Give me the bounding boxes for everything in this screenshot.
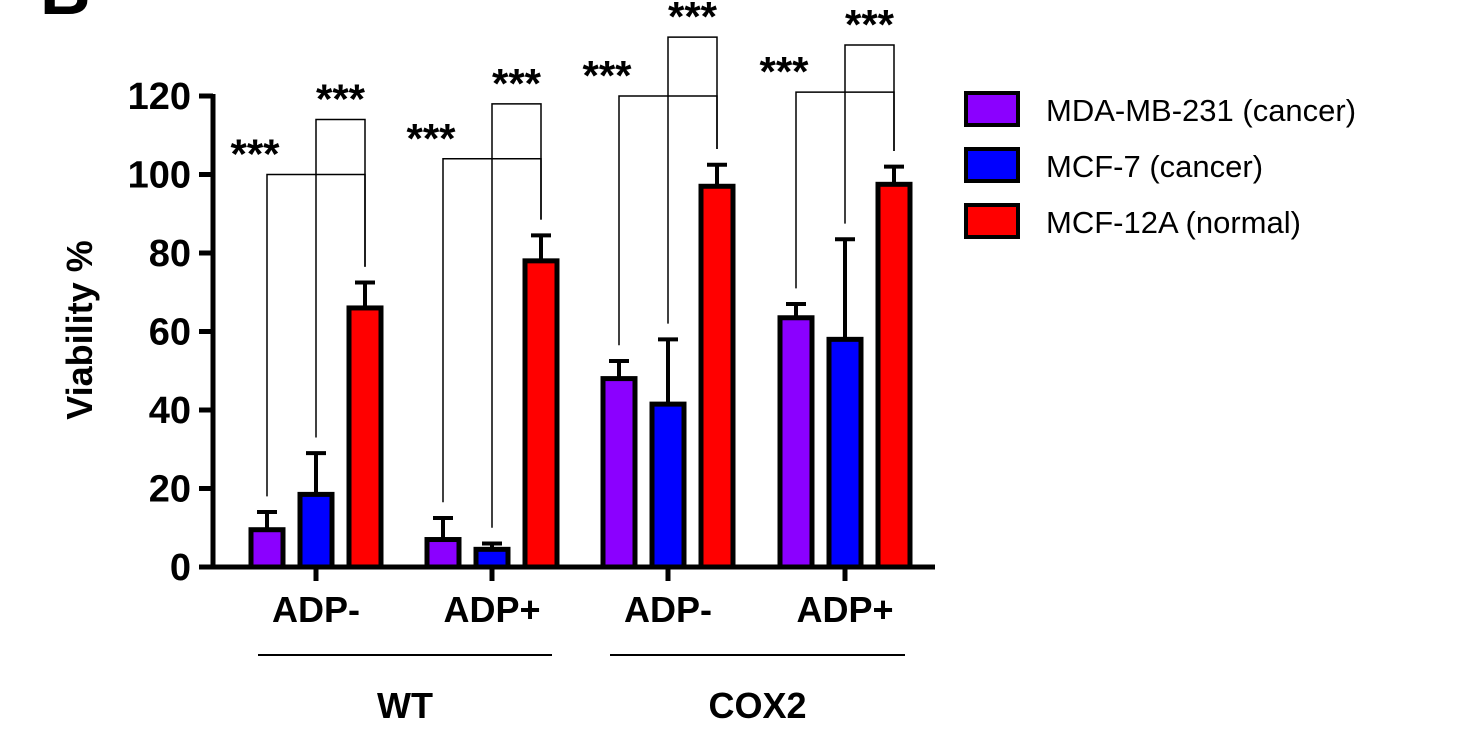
bar (649, 401, 687, 570)
panel-label: B (40, 0, 91, 29)
y-tick-label: 20 (149, 469, 191, 511)
bar (777, 315, 815, 570)
bar (826, 336, 864, 570)
x-tick-label: ADP- (624, 589, 712, 630)
significance-label: *** (492, 60, 542, 107)
y-tick-label: 80 (149, 233, 191, 275)
significance-label: *** (230, 131, 280, 178)
significance-label: *** (759, 48, 809, 95)
significance-bracket (844, 44, 895, 224)
bar (297, 491, 335, 570)
group-label: WT (377, 685, 433, 726)
legend-label: MDA-MB-231 (cancer) (1046, 93, 1356, 128)
bar (522, 258, 560, 570)
bar (473, 546, 511, 570)
bar (248, 527, 286, 570)
significance-bracket (315, 118, 366, 438)
legend-swatch (964, 203, 1020, 239)
legend-swatch (964, 147, 1020, 183)
bar (424, 537, 462, 570)
y-tick-label: 60 (149, 312, 191, 354)
y-tick-label: 100 (128, 155, 191, 197)
x-tick-label: ADP- (272, 589, 360, 630)
significance-bracket (667, 36, 718, 324)
significance-label: *** (582, 52, 632, 99)
significance-label: *** (668, 0, 718, 40)
group-label: COX2 (708, 685, 806, 726)
x-tick-label: ADP+ (796, 589, 893, 630)
bar (346, 305, 384, 570)
x-tick-label: ADP+ (443, 589, 540, 630)
y-tick-label: 120 (128, 76, 191, 118)
y-tick-label: 40 (149, 390, 191, 432)
bar (875, 181, 913, 570)
bar (698, 183, 736, 570)
legend-label: MCF-7 (cancer) (1046, 149, 1263, 184)
legend-label: MCF-12A (normal) (1046, 205, 1301, 240)
legend-swatch (964, 91, 1020, 127)
y-axis-label: Viability % (59, 240, 100, 419)
significance-label: *** (316, 76, 366, 123)
bar (600, 376, 638, 570)
y-tick-label: 0 (170, 547, 191, 589)
significance-bracket (491, 103, 542, 528)
significance-label: *** (406, 115, 456, 162)
significance-label: *** (845, 1, 895, 48)
